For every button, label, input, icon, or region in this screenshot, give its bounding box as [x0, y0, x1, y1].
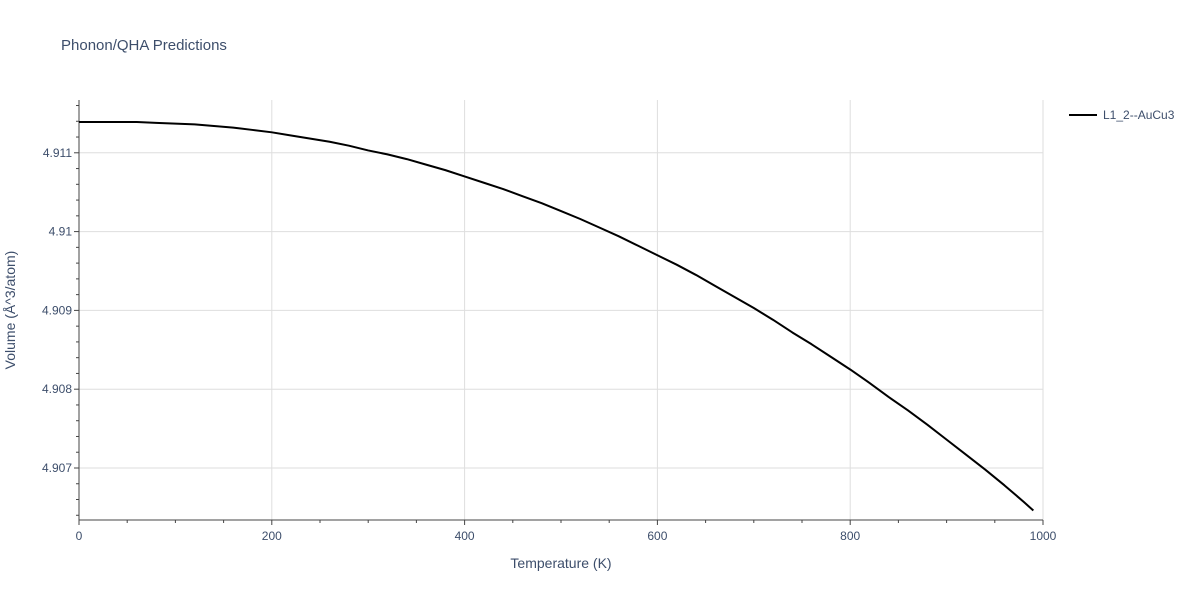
grid-lines — [79, 100, 1044, 520]
y-tick-label: 4.907 — [42, 461, 72, 475]
chart-title: Phonon/QHA Predictions — [61, 37, 227, 54]
y-tick-label: 4.908 — [42, 382, 72, 396]
y-tick-label: 4.909 — [42, 303, 72, 317]
legend[interactable]: L1_2--AuCu3 — [1069, 108, 1175, 122]
series-line — [79, 121, 1035, 512]
y-axis-title: Volume (Å^3/atom) — [2, 251, 18, 370]
y-tick-label: 4.911 — [43, 146, 72, 160]
x-tick-label: 800 — [840, 529, 860, 543]
x-tick-label: 0 — [76, 529, 83, 543]
axes — [74, 100, 1044, 525]
y-tick-label: 4.91 — [49, 225, 73, 239]
plot-area — [79, 121, 1035, 512]
legend-label: L1_2--AuCu3 — [1103, 108, 1175, 122]
x-tick-label: 200 — [262, 529, 282, 543]
x-tick-label: 1000 — [1030, 529, 1057, 543]
x-tick-label: 400 — [455, 529, 475, 543]
tick-labels: 0 200 400 600 800 1000 4.907 4.908 4.909 4.91 4.91… — [42, 146, 1057, 543]
x-tick-label: 600 — [647, 529, 667, 543]
x-axis-title: Temperature (K) — [510, 555, 611, 571]
